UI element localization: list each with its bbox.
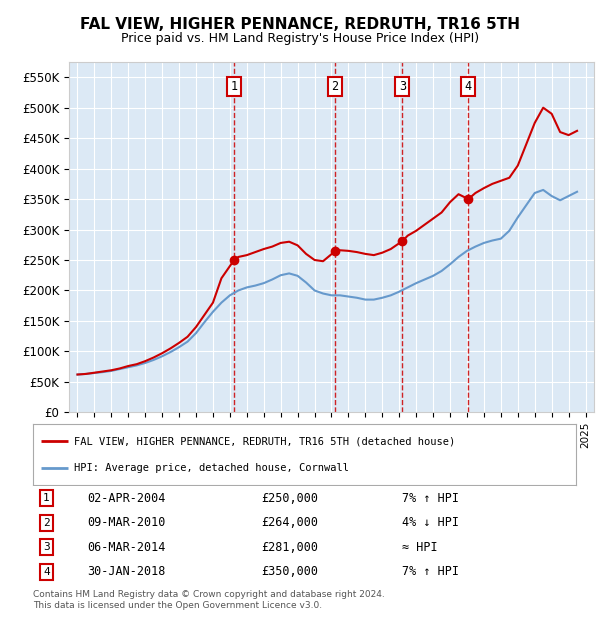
Text: FAL VIEW, HIGHER PENNANCE, REDRUTH, TR16 5TH (detached house): FAL VIEW, HIGHER PENNANCE, REDRUTH, TR16… xyxy=(74,436,455,446)
Text: 4: 4 xyxy=(465,80,472,93)
Text: £281,000: £281,000 xyxy=(261,541,318,554)
Text: 1: 1 xyxy=(43,494,50,503)
Text: FAL VIEW, HIGHER PENNANCE, REDRUTH, TR16 5TH: FAL VIEW, HIGHER PENNANCE, REDRUTH, TR16… xyxy=(80,17,520,32)
Text: £350,000: £350,000 xyxy=(261,565,318,578)
Text: 30-JAN-2018: 30-JAN-2018 xyxy=(88,565,166,578)
Text: £264,000: £264,000 xyxy=(261,516,318,529)
Text: HPI: Average price, detached house, Cornwall: HPI: Average price, detached house, Corn… xyxy=(74,463,349,473)
Text: 3: 3 xyxy=(43,542,50,552)
Text: 1: 1 xyxy=(230,80,238,93)
Text: 4% ↓ HPI: 4% ↓ HPI xyxy=(402,516,459,529)
Text: £250,000: £250,000 xyxy=(261,492,318,505)
Text: 02-APR-2004: 02-APR-2004 xyxy=(88,492,166,505)
Text: 09-MAR-2010: 09-MAR-2010 xyxy=(88,516,166,529)
Text: 7% ↑ HPI: 7% ↑ HPI xyxy=(402,565,459,578)
Text: 3: 3 xyxy=(399,80,406,93)
Text: 2: 2 xyxy=(331,80,338,93)
Text: Price paid vs. HM Land Registry's House Price Index (HPI): Price paid vs. HM Land Registry's House … xyxy=(121,32,479,45)
Text: Contains HM Land Registry data © Crown copyright and database right 2024.
This d: Contains HM Land Registry data © Crown c… xyxy=(33,590,385,609)
Text: 2: 2 xyxy=(43,518,50,528)
Text: ≈ HPI: ≈ HPI xyxy=(402,541,438,554)
Text: 4: 4 xyxy=(43,567,50,577)
Text: 06-MAR-2014: 06-MAR-2014 xyxy=(88,541,166,554)
Text: 7% ↑ HPI: 7% ↑ HPI xyxy=(402,492,459,505)
